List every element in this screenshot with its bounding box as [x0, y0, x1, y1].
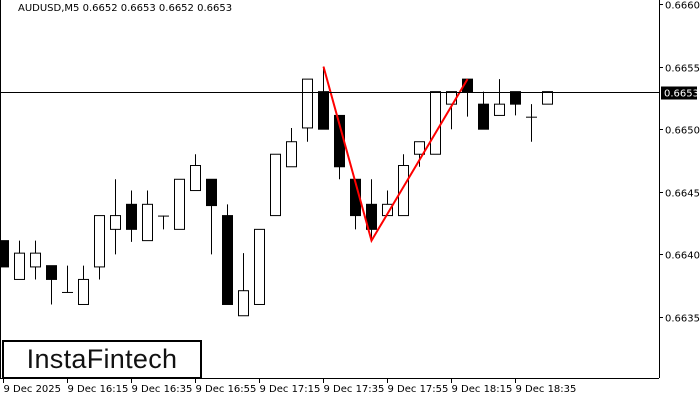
candle	[350, 178, 361, 230]
x-tick-label: 9 Dec 16:55	[196, 384, 257, 395]
candle	[94, 215, 105, 280]
candle	[366, 179, 377, 241]
candle	[62, 265, 73, 293]
x-tick-label: 9 Dec 17:55	[388, 384, 449, 395]
candle-body-bull	[302, 78, 313, 129]
candle-body-bull	[430, 91, 441, 155]
candle	[270, 153, 281, 217]
candle	[430, 91, 441, 155]
pattern-line	[322, 66, 469, 244]
candle	[318, 66, 329, 130]
candle	[174, 178, 185, 230]
candle	[510, 91, 521, 116]
candle-body-bull	[110, 215, 121, 230]
candle-body-bear	[478, 103, 489, 130]
candle	[126, 190, 137, 242]
candle-body-bull	[78, 278, 89, 305]
candle-body-bear	[318, 91, 329, 130]
candle	[190, 154, 201, 192]
x-tick-label: 9 Dec 16:15	[68, 384, 129, 395]
x-tick-label: 9 Dec 2025	[4, 384, 62, 395]
x-tick-label: 9 Dec 17:35	[324, 384, 385, 395]
instafintech-logo: InstaFintech	[2, 340, 202, 379]
candle	[286, 127, 297, 168]
candle-body-bear	[126, 203, 137, 230]
candle	[78, 265, 89, 305]
candle-body-bull	[286, 141, 297, 168]
candle	[526, 104, 537, 142]
y-tick-label: 0.6635	[665, 314, 700, 325]
candle	[0, 240, 9, 268]
x-tick-label: 9 Dec 16:35	[132, 384, 193, 395]
candle-body-bull	[270, 153, 281, 217]
current-price-label: 0.6653	[664, 89, 699, 100]
candle-body-bull	[238, 290, 249, 317]
candle	[478, 91, 489, 130]
candle-body-bull	[446, 91, 457, 105]
y-tick-label: 0.6645	[665, 189, 700, 200]
candle	[46, 265, 57, 305]
candle-body-bear	[46, 265, 57, 280]
candle-body-bull	[414, 141, 425, 155]
candle	[30, 240, 41, 280]
candle	[542, 91, 553, 105]
candle-body-bull	[542, 91, 553, 105]
candle	[14, 240, 25, 280]
candle	[206, 178, 217, 255]
x-tick-label: 9 Dec 18:15	[452, 384, 513, 395]
candle	[302, 78, 313, 142]
candle-body-bull	[174, 178, 185, 230]
candles-group	[0, 66, 553, 317]
x-tick-label: 9 Dec 18:35	[516, 384, 577, 395]
candle-body-bull	[254, 228, 265, 305]
candle-body-bear	[510, 91, 521, 105]
candle-body-bear	[206, 178, 217, 207]
candle-body-bull	[142, 203, 153, 242]
y-tick-label: 0.6660	[665, 1, 700, 12]
candle	[494, 79, 505, 116]
candle-body-bear	[0, 240, 9, 268]
candle	[238, 253, 249, 317]
y-tick-label: 0.6655	[665, 64, 700, 75]
candle-body-bull	[190, 165, 201, 192]
x-tick-label: 9 Dec 17:15	[260, 384, 321, 395]
candle-body-bull	[398, 165, 409, 217]
candle-body-bear	[222, 215, 233, 305]
chart-title: AUDUSD,M5 0.6652 0.6653 0.6652 0.6653	[18, 3, 233, 14]
candle	[222, 204, 233, 305]
y-tick-label: 0.6640	[665, 251, 700, 262]
pattern-line-group	[322, 66, 469, 244]
candle-body-bear	[366, 203, 377, 230]
y-tick-label: 0.6650	[665, 126, 700, 137]
candle-body-bull	[494, 103, 505, 116]
candle	[254, 228, 265, 305]
candle	[110, 179, 121, 255]
current-price-badge	[661, 86, 697, 100]
candle	[414, 141, 425, 167]
candle-body-bull	[14, 252, 25, 280]
candle-body-bull	[30, 252, 41, 268]
candle	[158, 215, 169, 230]
candle-body-bull	[94, 215, 105, 268]
candle	[142, 190, 153, 242]
